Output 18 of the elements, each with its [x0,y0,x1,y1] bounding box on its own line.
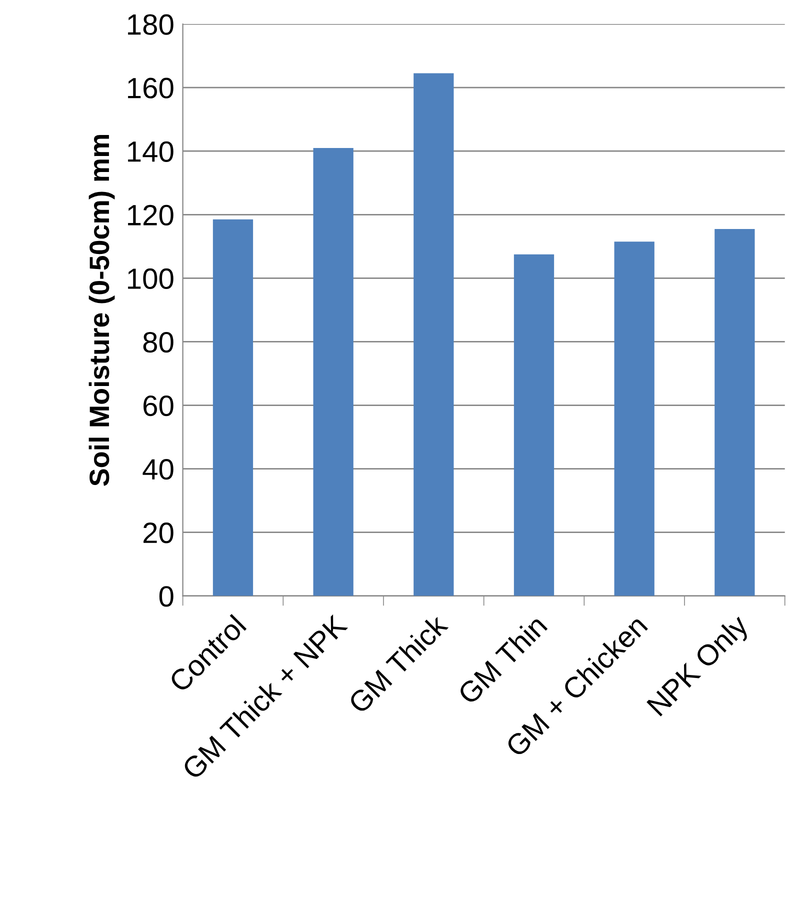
bar [313,148,354,596]
y-tick-label: 180 [128,14,174,35]
y-tick-label: 0 [159,586,174,607]
y-tick-label: 160 [128,78,174,98]
bar [614,242,654,596]
y-tick-label: 60 [144,395,174,416]
bar [514,254,554,596]
y-tick-label: 80 [143,332,174,353]
y-tick-label: 140 [128,141,174,162]
y-tick-label: 20 [144,522,174,544]
bar [212,219,254,596]
y-tick-label: 120 [128,204,174,226]
x-tick-label: GM Thin [456,614,548,706]
y-axis-title: Soil Moisture (0-50cm) mm [88,134,115,486]
bar [714,228,755,596]
y-tick-label: 40 [142,459,174,480]
y-tick-label: 100 [128,268,174,290]
bar [414,73,454,596]
